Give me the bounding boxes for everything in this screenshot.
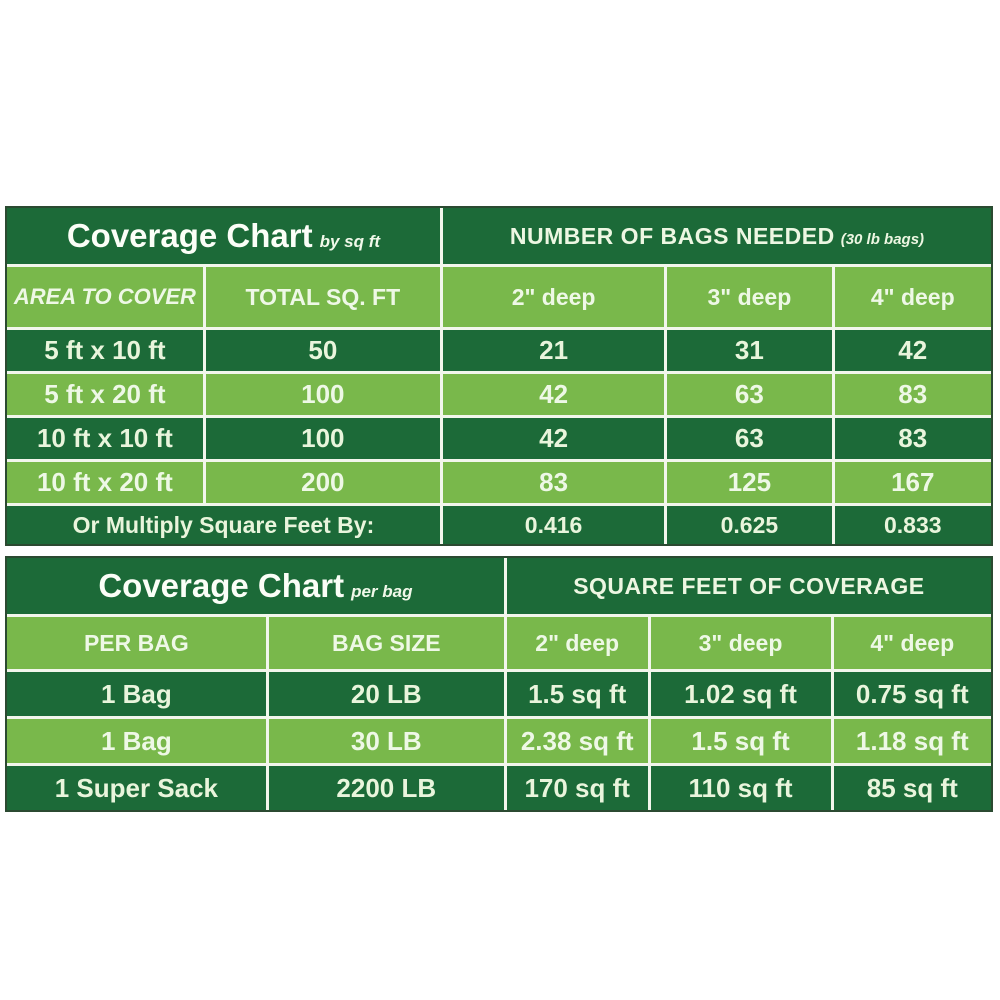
table1-title-suffix: by sq ft bbox=[319, 232, 381, 251]
sqft-cell: 100 bbox=[205, 374, 443, 418]
bags-3in-cell: 31 bbox=[667, 330, 835, 374]
table1-title: Coverage Chart bbox=[66, 217, 313, 254]
per-bag-cell: 1 Bag bbox=[7, 672, 269, 719]
bags-2in-cell: 42 bbox=[442, 374, 668, 418]
table1-col-2in-deep: 2" deep bbox=[442, 267, 668, 330]
table2-title-row: Coverage Chart per bag SQUARE FEET OF COV… bbox=[7, 558, 991, 617]
table2-col-bag-size: BAG SIZE bbox=[268, 617, 507, 672]
table2-col-4in-deep: 4" deep bbox=[833, 617, 991, 672]
table1-right-header-suffix: (30 lb bags) bbox=[840, 230, 925, 248]
table1-column-header-row: AREA TO COVER TOTAL SQ. FT 2" deep 3" de… bbox=[7, 267, 991, 330]
area-cell: 10 ft x 20 ft bbox=[7, 462, 206, 506]
bag-size-cell: 20 LB bbox=[268, 672, 507, 719]
per-bag-cell: 1 Bag bbox=[7, 719, 269, 766]
bags-3in-cell: 63 bbox=[667, 418, 835, 462]
sqft-cell: 200 bbox=[205, 462, 443, 506]
coverage-4in-cell: 1.18 sq ft bbox=[833, 719, 991, 766]
table-row: 5 ft x 20 ft 100 42 63 83 bbox=[7, 374, 991, 418]
table1-col-4in-deep: 4" deep bbox=[834, 267, 991, 330]
bags-3in-cell: 125 bbox=[667, 462, 835, 506]
coverage-4in-cell: 85 sq ft bbox=[833, 766, 991, 810]
table-row: 1 Super Sack 2200 LB 170 sq ft 110 sq ft… bbox=[7, 766, 991, 810]
table1-title-cell: Coverage Chart by sq ft bbox=[7, 208, 443, 267]
table1-right-header-cell: NUMBER OF BAGS NEEDED (30 lb bags) bbox=[442, 208, 991, 267]
table-row: 10 ft x 10 ft 100 42 63 83 bbox=[7, 418, 991, 462]
coverage-chart-per-bag-table: Coverage Chart per bag SQUARE FEET OF COV… bbox=[5, 556, 993, 812]
multiplier-label-cell: Or Multiply Square Feet By: bbox=[7, 506, 443, 544]
bag-size-cell: 2200 LB bbox=[268, 766, 507, 810]
sqft-cell: 50 bbox=[205, 330, 443, 374]
area-cell: 5 ft x 20 ft bbox=[7, 374, 206, 418]
table2-title-cell: Coverage Chart per bag bbox=[7, 558, 507, 617]
table1-col-area-to-cover: AREA TO COVER bbox=[7, 267, 206, 330]
coverage-2in-cell: 1.5 sq ft bbox=[506, 672, 651, 719]
coverage-2in-cell: 2.38 sq ft bbox=[506, 719, 651, 766]
coverage-3in-cell: 1.5 sq ft bbox=[650, 719, 834, 766]
table2-right-header-cell: SQUARE FEET OF COVERAGE bbox=[506, 558, 991, 617]
coverage-3in-cell: 1.02 sq ft bbox=[650, 672, 834, 719]
multiplier-4in-cell: 0.833 bbox=[834, 506, 991, 544]
coverage-3in-cell: 110 sq ft bbox=[650, 766, 834, 810]
bags-4in-cell: 42 bbox=[834, 330, 991, 374]
multiplier-2in-cell: 0.416 bbox=[442, 506, 668, 544]
table1-multiplier-row: Or Multiply Square Feet By: 0.416 0.625 … bbox=[7, 506, 991, 544]
table1-col-total-sqft: TOTAL SQ. FT bbox=[205, 267, 443, 330]
bags-2in-cell: 21 bbox=[442, 330, 668, 374]
table1-col-3in-deep: 3" deep bbox=[667, 267, 835, 330]
per-bag-cell: 1 Super Sack bbox=[7, 766, 269, 810]
bags-4in-cell: 83 bbox=[834, 418, 991, 462]
area-cell: 10 ft x 10 ft bbox=[7, 418, 206, 462]
table2-col-2in-deep: 2" deep bbox=[506, 617, 651, 672]
table-row: 5 ft x 10 ft 50 21 31 42 bbox=[7, 330, 991, 374]
table2-col-3in-deep: 3" deep bbox=[650, 617, 834, 672]
table-row: 1 Bag 20 LB 1.5 sq ft 1.02 sq ft 0.75 sq… bbox=[7, 672, 991, 719]
bags-3in-cell: 63 bbox=[667, 374, 835, 418]
coverage-2in-cell: 170 sq ft bbox=[506, 766, 651, 810]
table2-right-header: SQUARE FEET OF COVERAGE bbox=[573, 572, 925, 599]
table-row: 10 ft x 20 ft 200 83 125 167 bbox=[7, 462, 991, 506]
table2-title-suffix: per bag bbox=[351, 582, 413, 601]
coverage-4in-cell: 0.75 sq ft bbox=[833, 672, 991, 719]
table1-right-header: NUMBER OF BAGS NEEDED bbox=[509, 222, 835, 249]
bags-4in-cell: 167 bbox=[834, 462, 991, 506]
sqft-cell: 100 bbox=[205, 418, 443, 462]
multiplier-3in-cell: 0.625 bbox=[667, 506, 835, 544]
bags-2in-cell: 83 bbox=[442, 462, 668, 506]
bag-size-cell: 30 LB bbox=[268, 719, 507, 766]
table1-title-row: Coverage Chart by sq ft NUMBER OF BAGS NE… bbox=[7, 208, 991, 267]
bags-4in-cell: 83 bbox=[834, 374, 991, 418]
table2-title: Coverage Chart bbox=[98, 567, 345, 604]
bags-2in-cell: 42 bbox=[442, 418, 668, 462]
coverage-chart-by-sqft-table: Coverage Chart by sq ft NUMBER OF BAGS NE… bbox=[5, 206, 993, 546]
table2-column-header-row: PER BAG BAG SIZE 2" deep 3" deep 4" deep bbox=[7, 617, 991, 672]
table-row: 1 Bag 30 LB 2.38 sq ft 1.5 sq ft 1.18 sq… bbox=[7, 719, 991, 766]
table2-col-per-bag: PER BAG bbox=[7, 617, 269, 672]
area-cell: 5 ft x 10 ft bbox=[7, 330, 206, 374]
